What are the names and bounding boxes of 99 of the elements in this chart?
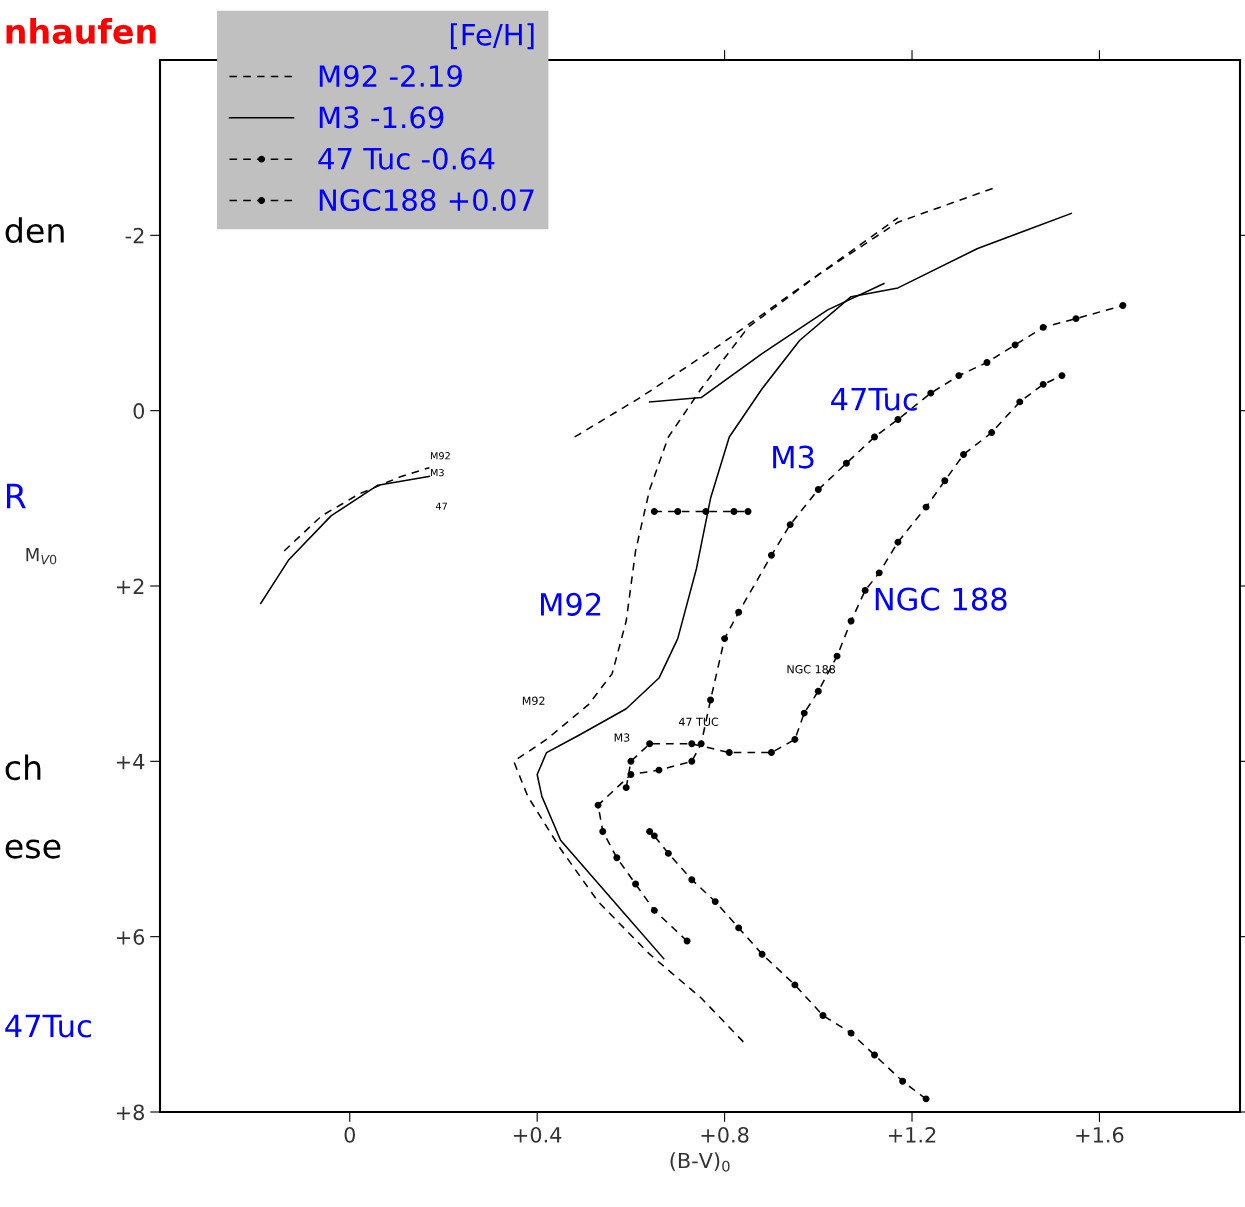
point [871,433,879,441]
point [650,906,658,914]
y-tick-label: +8 [116,1104,144,1121]
annotation: M3 [614,733,630,742]
point [922,1095,930,1103]
point [1072,315,1080,323]
annotation: M92 [522,696,545,705]
point [711,898,719,906]
text: ese [5,839,61,859]
point [664,849,672,857]
point [683,937,691,945]
point [767,749,775,757]
point [899,1077,907,1085]
y-tick-label: +4 [116,754,145,770]
point [791,735,799,743]
point [721,635,729,643]
point [730,508,738,515]
annotation: M92 [430,452,450,460]
y-tick-label: 0 [133,403,145,419]
text: den [5,217,64,244]
x-tick-label: +0.4 [514,1126,562,1143]
point [627,771,635,778]
point [1039,323,1047,331]
point [632,880,640,888]
point [833,652,841,660]
point [1119,301,1127,309]
y-tick-label: +6 [116,929,145,945]
point [767,551,775,559]
point [599,827,607,835]
y-tick-label: -2 [125,227,144,244]
point [922,503,930,511]
text: R [7,483,26,509]
point [702,508,710,515]
y-tick-label: +2 [116,578,144,594]
point [960,451,968,458]
point [688,876,696,884]
point [814,687,822,695]
point [650,508,658,515]
point [688,757,696,765]
point [627,757,635,765]
x-tick-label: +1.2 [888,1126,936,1143]
point [927,389,935,397]
annotation: NGC 188 [875,587,1007,611]
point [814,486,822,494]
point [871,1051,879,1059]
point [735,924,743,932]
point [697,740,705,748]
legend-label: M92 -2.19 [319,65,462,88]
point [744,508,752,515]
x-tick-label: +0.8 [701,1126,749,1143]
text: ch [5,754,41,781]
point [707,696,715,704]
annotation: NGC 188 [787,664,836,674]
point [646,740,654,748]
annotation: M92 [541,592,601,616]
point [861,586,869,594]
legend-label: M3 -1.69 [319,106,444,129]
legend-label: NGC188 +0.07 [319,189,534,212]
point [955,372,963,380]
point [800,709,808,717]
point [735,608,743,616]
point [758,950,766,958]
annotation: 47Tuc [831,388,917,411]
annotation: 47 [435,502,447,510]
annotation: 47 TUC [678,717,719,726]
point [646,827,654,835]
point [786,521,794,529]
y-axis-title: M$_{V0}$ [26,548,57,565]
point [622,784,630,792]
point [613,854,621,862]
text: nhaufen [6,18,156,44]
point [1016,398,1024,406]
point [725,749,733,757]
legend-title: [Fe/H] [450,23,534,50]
x-axis-title: (B-V)$_{0}$ [670,1152,730,1172]
legend-label: 47 Tuc -0.64 [318,147,495,170]
annotation: M3 [430,468,444,477]
point [875,569,883,577]
point [594,801,602,809]
point [983,358,991,366]
x-tick-label: 0 [344,1126,356,1143]
point [791,981,799,989]
point [988,429,996,437]
point [650,832,658,840]
point [1039,380,1047,388]
point [1058,372,1066,380]
point [674,508,682,515]
point [941,477,949,485]
point [1011,341,1019,349]
point [847,617,855,625]
point [894,415,902,423]
point [894,538,902,546]
annotation: M3 [773,445,814,469]
point [842,459,850,467]
text: 47Tuc [5,1014,91,1038]
x-tick-label: +1.6 [1076,1126,1124,1143]
point [847,1029,855,1037]
point [688,740,696,748]
point [819,1012,827,1020]
